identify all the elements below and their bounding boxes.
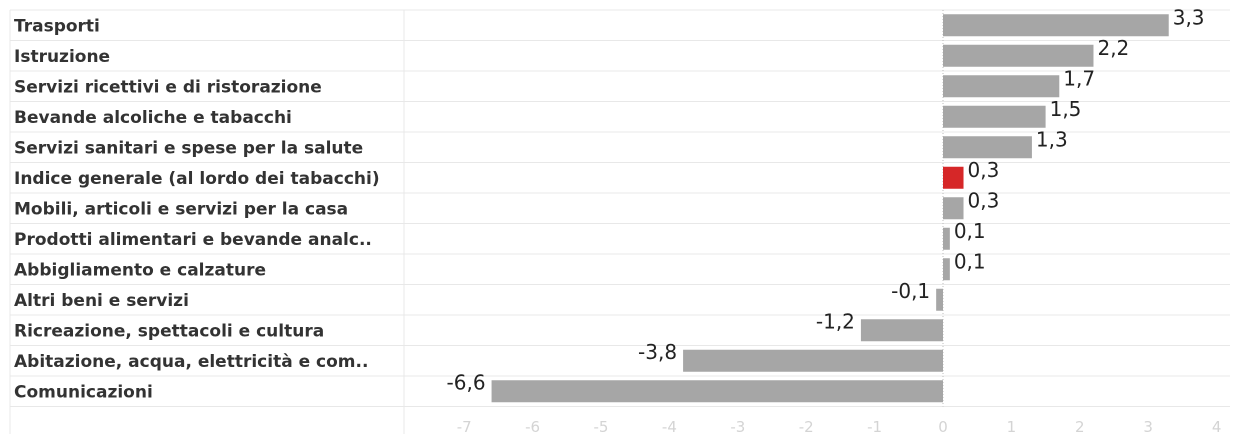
bar xyxy=(943,44,1094,67)
bar xyxy=(491,380,943,403)
value-labels: 3,3 2,21,7 1,5 1,3 0,3 0,3 0,1 0,1 -0,1 -1,2 -3,8 -… xyxy=(447,5,1205,394)
bar xyxy=(860,319,943,342)
x-tick-label: 2 xyxy=(1075,418,1085,434)
category-label: Istruzione xyxy=(14,47,110,67)
value-label: -3,8 xyxy=(638,340,677,364)
category-label: Ricreazione, spettacoli e cultura xyxy=(14,321,324,341)
bar-highlight xyxy=(943,166,964,189)
x-tick-label: 1 xyxy=(1007,418,1017,434)
x-tick-label: 4 xyxy=(1212,418,1222,434)
category-label: Abbigliamento e calzature xyxy=(14,260,266,280)
value-label: 0,3 xyxy=(968,188,1000,212)
bar xyxy=(936,288,943,311)
value-label: 1,7 xyxy=(1063,66,1095,90)
x-tick-label: -1 xyxy=(867,418,882,434)
value-label: 1,3 xyxy=(1036,127,1068,151)
x-tick-label: 3 xyxy=(1143,418,1153,434)
x-tick-label: -7 xyxy=(457,418,472,434)
x-tick-label: -6 xyxy=(525,418,540,434)
category-label: Abitazione, acqua, elettricità e com.. xyxy=(14,352,368,372)
category-label: Servizi sanitari e spese per la salute xyxy=(14,138,363,158)
value-label: -0,1 xyxy=(891,279,930,303)
category-label: Comunicazioni xyxy=(14,382,153,402)
x-tick-label: -3 xyxy=(730,418,745,434)
value-label: 3,3 xyxy=(1173,5,1205,29)
x-tick-label: 0 xyxy=(938,418,948,434)
row-separators xyxy=(9,9,1230,434)
category-label: Prodotti alimentari e bevande analc.. xyxy=(14,230,372,250)
bar xyxy=(943,14,1169,37)
bar xyxy=(943,258,950,281)
x-axis-ticks: -7 -6 -5 -4 -3 -2 -1 0 1 2 3 4 xyxy=(457,418,1222,434)
value-label: 0,1 xyxy=(954,249,986,273)
value-label: 0,3 xyxy=(968,158,1000,182)
x-tick-label: -2 xyxy=(799,418,814,434)
value-label: -1,2 xyxy=(816,309,855,333)
bar xyxy=(943,197,964,220)
x-tick-label: -4 xyxy=(662,418,677,434)
x-tick-label: -5 xyxy=(594,418,609,434)
category-labels: Trasporti Istruzione Servizi ricettivi e d… xyxy=(14,16,380,402)
category-label: Servizi ricettivi e di ristorazione xyxy=(14,77,322,97)
category-label: Bevande alcoliche e tabacchi xyxy=(14,108,292,128)
bar xyxy=(943,105,1046,128)
category-label: Mobili, articoli e servizi per la casa xyxy=(14,199,348,219)
bar xyxy=(943,75,1060,98)
value-label: -6,6 xyxy=(447,370,486,394)
category-label: Altri beni e servizi xyxy=(14,291,189,311)
category-label: Trasporti xyxy=(14,16,100,36)
bar xyxy=(683,349,943,372)
bar xyxy=(943,136,1032,159)
bars-group xyxy=(491,14,1169,403)
bar xyxy=(943,227,950,250)
value-label: 1,5 xyxy=(1050,97,1082,121)
category-label: Indice generale (al lordo dei tabacchi) xyxy=(14,169,380,189)
value-label: 0,1 xyxy=(954,219,986,243)
value-label: 2,2 xyxy=(1097,36,1129,60)
